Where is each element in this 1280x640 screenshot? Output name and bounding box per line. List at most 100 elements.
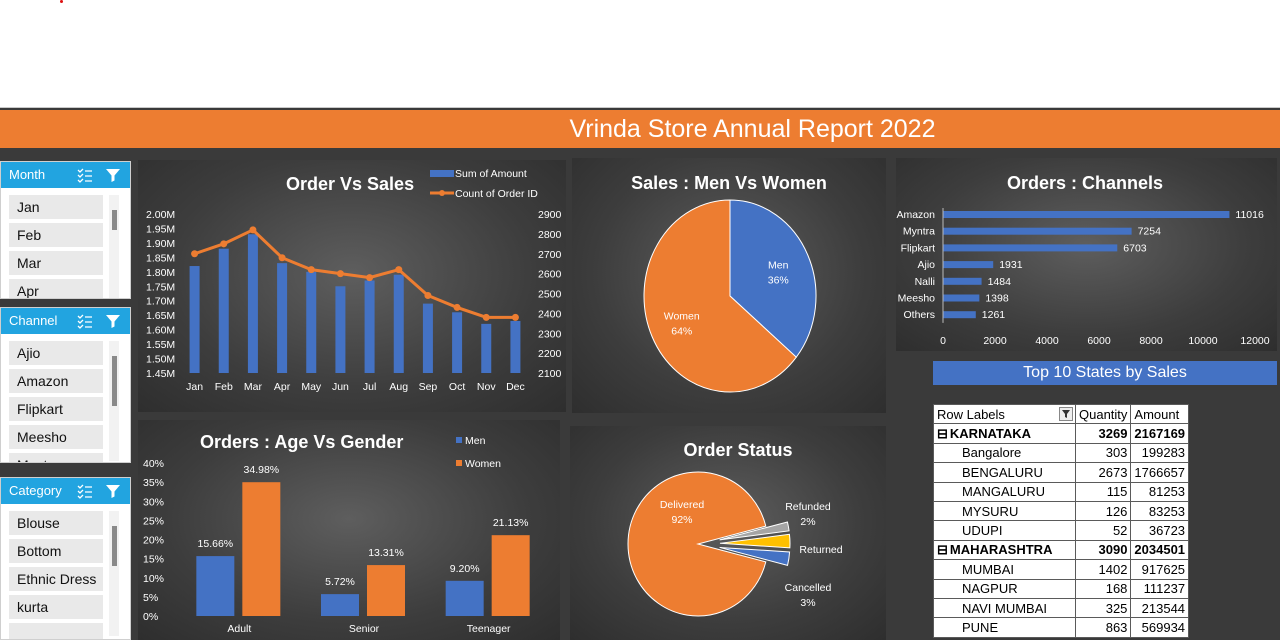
data-label: 21.13%: [493, 517, 529, 529]
x-tick: 10000: [1188, 335, 1217, 347]
quantity-cell[interactable]: 52: [1074, 520, 1132, 541]
data-label: 15.66%: [198, 538, 234, 550]
quantity-cell[interactable]: 3090: [1074, 539, 1132, 561]
row-label-cell[interactable]: MANGALURU: [933, 481, 1076, 502]
chart-title: Orders : Channels: [1007, 173, 1163, 193]
quantity-cell[interactable]: 2673: [1074, 462, 1132, 483]
quantity-cell[interactable]: 303: [1074, 442, 1132, 464]
slicer-item[interactable]: Bottom: [9, 539, 103, 563]
quantity-cell[interactable]: 126: [1074, 500, 1132, 522]
row-label-cell[interactable]: ⊟ MAHARASHTRA: [933, 539, 1076, 561]
row-label-cell[interactable]: UDUPI: [933, 520, 1076, 541]
table-row-city[interactable]: NAGPUR 168 111237: [933, 578, 1190, 599]
slicer-item[interactable]: Jan: [9, 195, 103, 219]
table-row-city[interactable]: NAVI MUMBAI 325 213544: [933, 597, 1190, 619]
x-tick: Jun: [332, 381, 349, 393]
row-label-cell[interactable]: Bangalore: [933, 442, 1076, 464]
bar-channel: [943, 244, 1118, 252]
quantity-cell[interactable]: 3269: [1074, 423, 1132, 444]
y-left-tick: 1.50M: [146, 354, 175, 366]
col-row-labels[interactable]: Row Labels: [933, 403, 1076, 425]
y-tick: 40%: [143, 458, 164, 470]
table-row-city[interactable]: BENGALURU 2673 1766657: [933, 462, 1190, 483]
slicer-item[interactable]: Amazon: [9, 369, 103, 393]
table-row-state[interactable]: ⊟ MAHARASHTRA 3090 2034501: [933, 539, 1190, 561]
clear-filter-icon[interactable]: [105, 483, 121, 499]
clear-filter-icon[interactable]: [105, 167, 121, 183]
multi-select-icon[interactable]: [77, 313, 93, 329]
multi-select-icon[interactable]: [77, 483, 93, 499]
slicer-item[interactable]: Feb: [9, 223, 103, 247]
slicer-scroll-thumb[interactable]: [112, 210, 117, 230]
slicer-item[interactable]: Meesho: [9, 425, 103, 449]
x-tick: Feb: [215, 381, 233, 393]
quantity-cell[interactable]: 863: [1074, 617, 1132, 638]
y-left-tick: 1.65M: [146, 310, 175, 322]
amount-cell[interactable]: 2034501: [1130, 539, 1190, 561]
slicer-scroll-thumb[interactable]: [112, 526, 117, 566]
table-row-city[interactable]: MANGALURU 115 81253: [933, 481, 1190, 502]
clear-filter-icon[interactable]: [105, 313, 121, 329]
chart-men-vs-women: Sales : Men Vs Women Men 36% Women 64%: [631, 173, 827, 393]
slicer-item[interactable]: [9, 623, 103, 639]
chart-order-status-panel: Order Status Delivered 92% Refunded 2% Return…: [570, 426, 886, 640]
quantity-cell[interactable]: 325: [1074, 597, 1132, 619]
amount-cell[interactable]: 81253: [1130, 481, 1190, 502]
collapse-icon[interactable]: ⊟: [937, 541, 948, 557]
slicer-item[interactable]: kurta: [9, 595, 103, 619]
row-label-cell[interactable]: MUMBAI: [933, 559, 1076, 580]
amount-cell[interactable]: 213544: [1130, 597, 1190, 619]
amount-cell[interactable]: 1766657: [1130, 462, 1190, 483]
row-label-cell[interactable]: NAVI MUMBAI: [933, 597, 1076, 619]
slicer-scroll-thumb[interactable]: [112, 356, 117, 406]
slicer-scrollbar[interactable]: [109, 511, 119, 636]
row-label-cell[interactable]: PUNE: [933, 617, 1076, 638]
table-row-city[interactable]: MYSURU 126 83253: [933, 500, 1190, 522]
multi-select-icon[interactable]: [77, 167, 93, 183]
amount-cell[interactable]: 111237: [1130, 578, 1190, 599]
top-states-pivot-table: Row Labels Quantity Amount ⊟ KARNATAKA 326…: [933, 403, 1190, 638]
slicer-item[interactable]: Ajio: [9, 341, 103, 365]
filter-dropdown-icon[interactable]: [1059, 407, 1073, 421]
slicer-item[interactable]: Ethnic Dress: [9, 567, 103, 591]
quantity-cell[interactable]: 1402: [1074, 559, 1132, 580]
y-tick: Others: [903, 309, 935, 321]
slicer-item[interactable]: Flipkart: [9, 397, 103, 421]
table-row-city[interactable]: UDUPI 52 36723: [933, 520, 1190, 541]
row-label-cell[interactable]: MYSURU: [933, 500, 1076, 522]
col-amount[interactable]: Amount: [1130, 403, 1190, 425]
point-count-of-order-id: [395, 266, 403, 274]
table-row-city[interactable]: PUNE 863 569934: [933, 617, 1190, 638]
slicer-channel-header: Channel: [1, 308, 130, 334]
bar-channel: [943, 227, 1132, 235]
row-label-cell[interactable]: NAGPUR: [933, 578, 1076, 599]
collapse-icon[interactable]: ⊟: [937, 425, 948, 441]
y-tick: 30%: [143, 496, 164, 508]
table-row-city[interactable]: MUMBAI 1402 917625: [933, 559, 1190, 580]
row-label-cell[interactable]: ⊟ KARNATAKA: [933, 423, 1076, 444]
amount-cell[interactable]: 199283: [1130, 442, 1190, 464]
bar-men: [321, 594, 359, 616]
amount-cell[interactable]: 917625: [1130, 559, 1190, 580]
table-row-state[interactable]: ⊟ KARNATAKA 3269 2167169: [933, 423, 1190, 444]
row-label-cell[interactable]: BENGALURU: [933, 462, 1076, 483]
data-label: 7254: [1138, 226, 1162, 238]
amount-cell[interactable]: 2167169: [1130, 423, 1190, 444]
point-count-of-order-id: [249, 226, 257, 234]
col-quantity[interactable]: Quantity: [1074, 403, 1132, 425]
slicer-item[interactable]: Mar: [9, 251, 103, 275]
amount-cell[interactable]: 83253: [1130, 500, 1190, 522]
quantity-cell[interactable]: 168: [1074, 578, 1132, 599]
point-count-of-order-id: [307, 266, 315, 274]
slicer-scrollbar[interactable]: [109, 195, 119, 298]
point-count-of-order-id: [511, 313, 519, 321]
slicer-item[interactable]: Apr: [9, 279, 103, 298]
x-tick: 0: [940, 335, 946, 347]
slicer-item[interactable]: Myntra: [9, 453, 103, 462]
amount-cell[interactable]: 569934: [1130, 617, 1190, 638]
table-row-city[interactable]: Bangalore 303 199283: [933, 442, 1190, 464]
pie-label-name: Returned: [799, 544, 842, 556]
quantity-cell[interactable]: 115: [1074, 481, 1132, 502]
slicer-item[interactable]: Blouse: [9, 511, 103, 535]
amount-cell[interactable]: 36723: [1130, 520, 1190, 541]
